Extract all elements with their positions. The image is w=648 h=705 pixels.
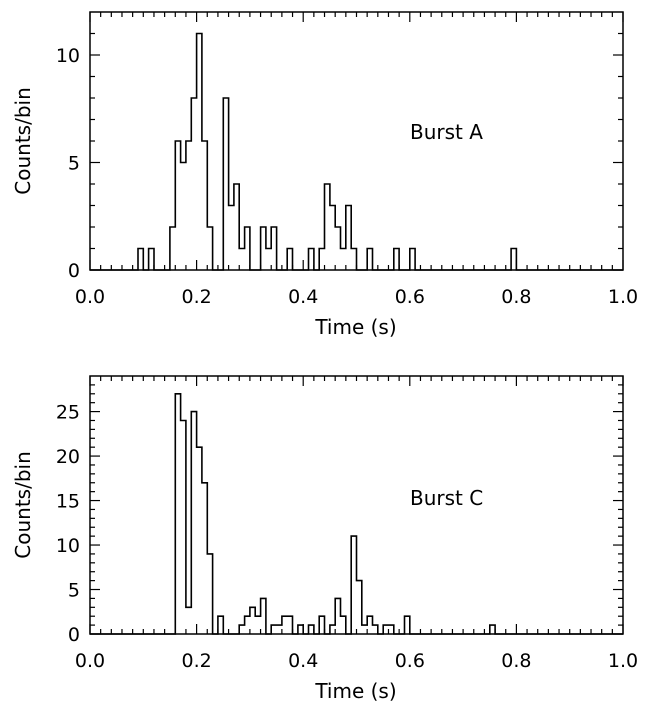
y-tick-label: 25 <box>56 402 80 424</box>
y-tick-label: 10 <box>56 535 80 557</box>
burst-label: Burst C <box>410 486 483 510</box>
x-tick-label: 1.0 <box>608 650 638 672</box>
y-tick-label: 0 <box>68 624 80 646</box>
panel-burst-c: 0.0 0.2 0.4 0.6 0.8 1.0 0 5 10 15 20 25 Burst C Tim… <box>11 375 638 703</box>
x-tick-label: 0.8 <box>501 286 531 308</box>
x-tick-label: 0.4 <box>288 286 318 308</box>
tick-marks <box>89 376 624 635</box>
x-tick-label: 0.0 <box>75 650 105 672</box>
x-tick-label: 0.4 <box>288 650 318 672</box>
histogram-line <box>90 32 623 271</box>
y-tick-label: 0 <box>68 260 80 282</box>
x-tick-label: 0.8 <box>501 650 531 672</box>
y-tick-label: 20 <box>56 446 80 468</box>
x-tick-label: 0.6 <box>395 286 425 308</box>
x-tick-label: 1.0 <box>608 286 638 308</box>
y-tick-label: 5 <box>68 153 80 175</box>
tick-labels: 0.0 0.2 0.4 0.6 0.8 1.0 0 5 10 15 20 25 <box>56 402 638 672</box>
x-tick-label: 0.0 <box>75 286 105 308</box>
x-tick-label: 0.6 <box>395 650 425 672</box>
histogram-line <box>90 393 623 635</box>
y-tick-label: 5 <box>68 580 80 602</box>
burst-label: Burst A <box>410 120 483 144</box>
y-tick-label: 10 <box>56 45 80 67</box>
plot-frame <box>89 375 624 635</box>
tick-marks <box>89 12 624 271</box>
tick-labels: 0.0 0.2 0.4 0.6 0.8 1.0 0 5 10 <box>56 45 638 308</box>
y-tick-label: 15 <box>56 491 80 513</box>
x-axis-title: Time (s) <box>314 679 396 703</box>
y-axis-title: Counts/bin <box>11 87 35 194</box>
y-axis-title: Counts/bin <box>11 451 35 558</box>
x-tick-label: 0.2 <box>181 286 211 308</box>
x-tick-label: 0.2 <box>181 650 211 672</box>
x-axis-title: Time (s) <box>314 315 396 339</box>
